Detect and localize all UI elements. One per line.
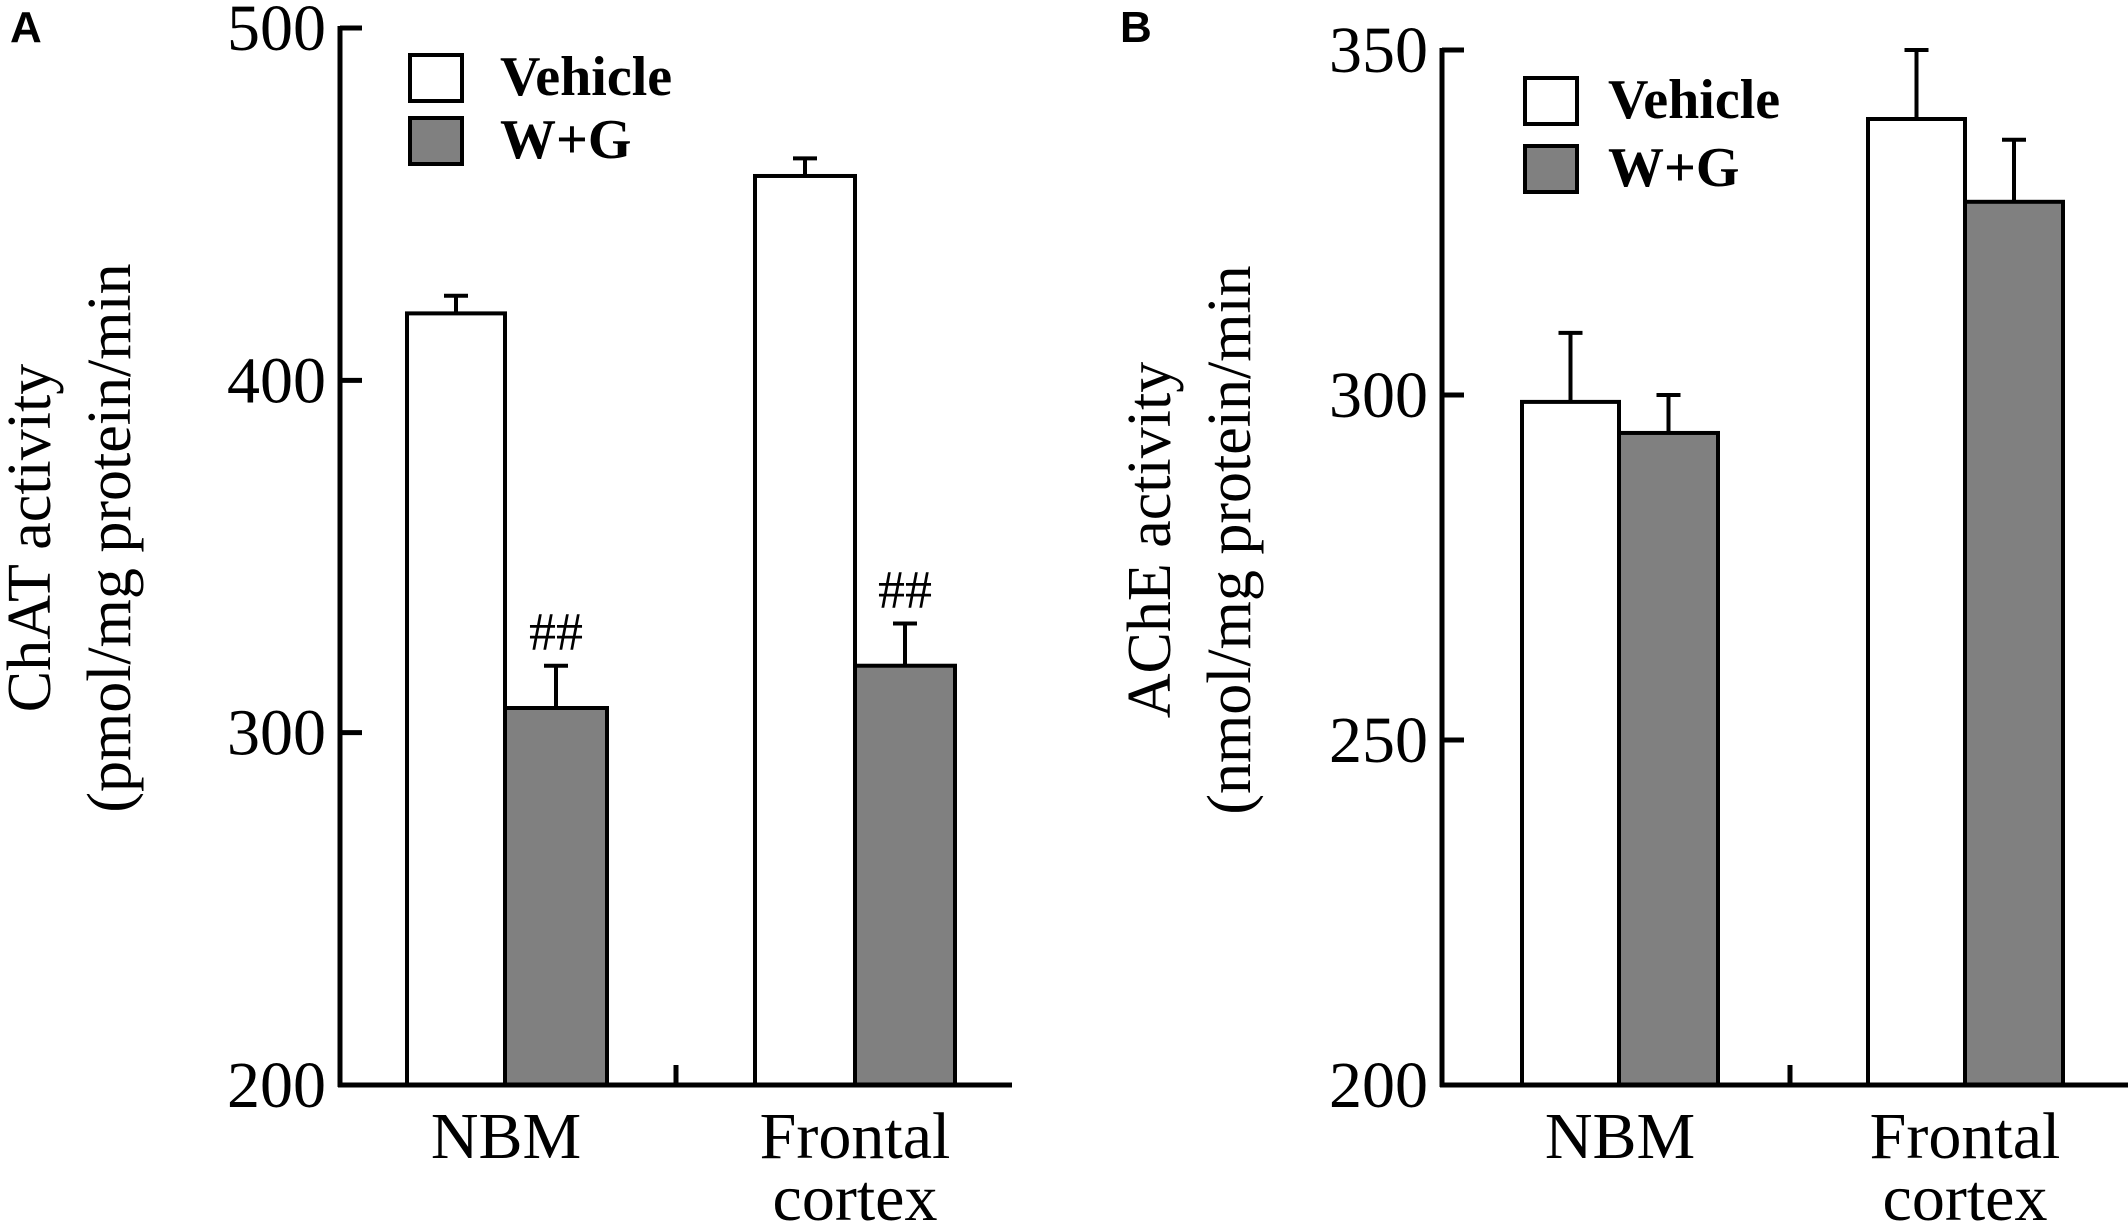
x-tick-label: cortex <box>1883 1162 2048 1225</box>
y-axis-label: ChAT activity <box>0 364 64 712</box>
bar-wg-0 <box>503 706 609 1088</box>
legend-label: Vehicle <box>1608 69 1780 131</box>
y-axis-label: (pmol/mg protein/min <box>76 263 144 812</box>
significance-marker: ## <box>878 559 932 619</box>
y-axis-label: (nmol/mg protein/min <box>1196 265 1264 814</box>
legend-swatch <box>408 53 464 103</box>
legend-swatch <box>1523 144 1579 194</box>
x-tick-label: Frontal <box>760 1100 951 1173</box>
bar-vehicle-0 <box>1520 399 1621 1087</box>
y-tick-label: 300 <box>1329 359 1428 432</box>
legend-label: Vehicle <box>500 46 672 108</box>
panel-letter: B <box>1120 3 1152 52</box>
x-tick-label: NBM <box>431 1100 581 1173</box>
y-tick-label: 350 <box>1329 14 1428 87</box>
y-axis-label: AChE activity <box>1116 362 1184 718</box>
y-tick-label: 200 <box>1329 1049 1428 1122</box>
y-tick-label: 400 <box>227 344 326 417</box>
panel-letter: A <box>10 3 42 52</box>
legend-swatch <box>1523 76 1579 126</box>
y-tick-label: 500 <box>227 0 326 65</box>
bar-vehicle-1 <box>753 173 857 1088</box>
legend-label: W+G <box>500 109 631 171</box>
x-tick-label: cortex <box>773 1162 938 1225</box>
bar-wg-1 <box>1963 199 2065 1088</box>
bar-vehicle-0 <box>405 311 507 1087</box>
bar-vehicle-1 <box>1866 117 1967 1087</box>
significance-marker: ## <box>529 602 583 662</box>
y-tick-label: 200 <box>227 1049 326 1122</box>
x-tick-label: NBM <box>1545 1100 1695 1173</box>
legend-label: W+G <box>1608 137 1739 199</box>
legend-swatch <box>408 116 464 166</box>
bar-wg-0 <box>1617 430 1720 1087</box>
y-tick-label: 300 <box>227 697 326 770</box>
bar-wg-1 <box>853 663 957 1087</box>
x-tick-label: Frontal <box>1870 1100 2061 1173</box>
y-tick-label: 250 <box>1329 704 1428 777</box>
